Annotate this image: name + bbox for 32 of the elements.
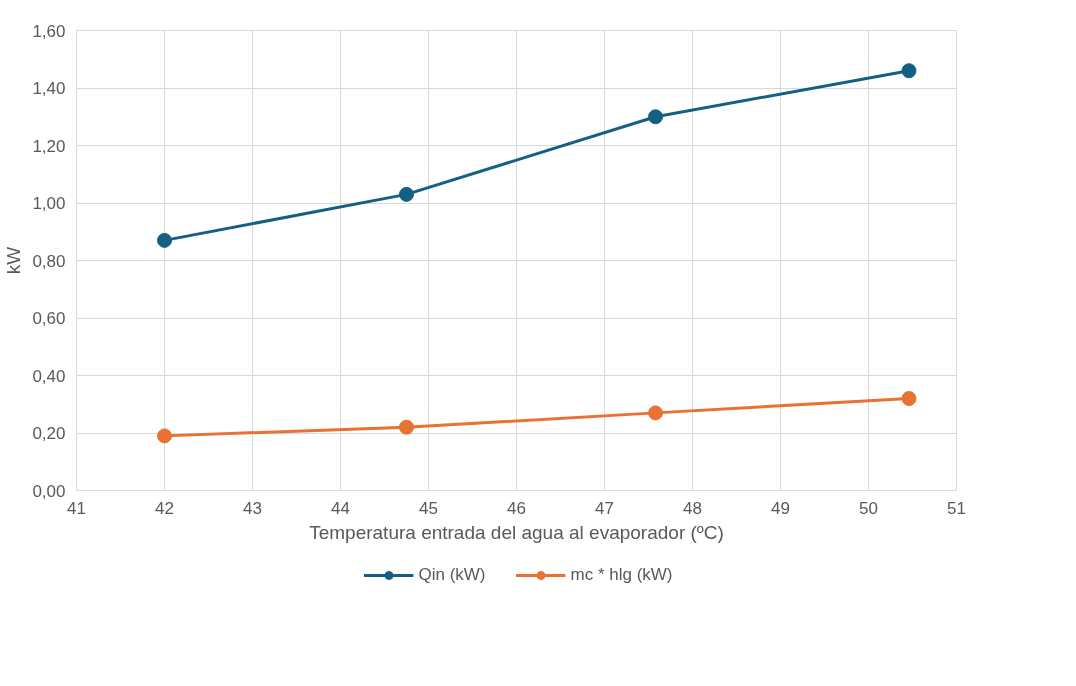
y-tick-label: 1,60 [32,21,66,41]
x-tick-label: 45 [419,498,438,518]
y-tick-label: 0,60 [32,309,66,328]
y-tick-label: 1,00 [32,194,66,213]
legend-label: Qin (kW) [418,565,486,585]
x-tick-label: 42 [155,498,174,518]
x-tick-label: 46 [507,498,526,518]
point [157,428,172,444]
x-axis-title: Temperatura entrada del agua al evaporador (ºC) [309,521,724,543]
y-tick-label: 0,00 [32,481,66,501]
x-tick-label: 43 [243,498,262,518]
y-tick-label: 1,40 [32,79,66,98]
x-tick-label: 41 [67,498,86,518]
x-tick-label: 47 [595,498,614,518]
x-tick-label: 51 [947,498,966,518]
point [648,405,664,421]
x-tick-label: 48 [683,498,702,518]
point [648,109,664,125]
legend-label: mc * hlg (kW) [570,565,673,585]
y-axis-title: kW [3,246,25,275]
point [399,419,414,435]
x-tick-label: 44 [331,498,350,518]
y-tick-label: 0,20 [32,424,66,443]
x-tick-label: 49 [771,498,790,518]
point [399,186,414,202]
y-tick-label: 0,40 [32,366,66,386]
y-tick-label: 1,20 [32,136,66,156]
point [157,232,172,248]
point [901,391,917,406]
y-tick-label: 0,80 [32,251,66,271]
x-tick-label: 50 [859,498,878,518]
point [901,63,917,79]
